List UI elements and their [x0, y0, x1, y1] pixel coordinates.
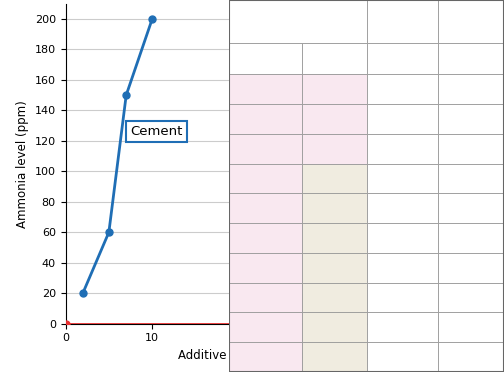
- Bar: [366, 253, 438, 283]
- Bar: [302, 193, 367, 223]
- Text: Additive amount of
solidifiers(wt%): Additive amount of solidifiers(wt%): [253, 12, 343, 31]
- Text: Gypsander: Gypsander: [308, 54, 360, 63]
- Bar: [438, 43, 504, 74]
- Bar: [366, 104, 438, 134]
- Text: 200: 200: [393, 352, 412, 362]
- Text: 6.90: 6.90: [460, 114, 483, 124]
- Bar: [302, 223, 367, 253]
- Text: 8.84: 8.84: [460, 233, 483, 243]
- Bar: [229, 283, 302, 312]
- Bar: [438, 283, 504, 312]
- Bar: [229, 0, 366, 43]
- Bar: [366, 134, 438, 164]
- Text: 20: 20: [328, 352, 341, 362]
- Bar: [302, 312, 367, 342]
- Bar: [438, 342, 504, 372]
- Bar: [229, 104, 302, 134]
- Text: 7.99: 7.99: [460, 174, 483, 183]
- Bar: [366, 223, 438, 253]
- Text: 200: 200: [393, 323, 412, 332]
- Text: 8.51: 8.51: [460, 203, 483, 213]
- Text: 1: 1: [331, 233, 338, 243]
- Text: pH: pH: [465, 17, 477, 26]
- Text: 0: 0: [399, 114, 406, 124]
- Text: Cement: Cement: [131, 125, 183, 138]
- Text: 10: 10: [328, 323, 341, 332]
- Bar: [366, 312, 438, 342]
- X-axis label: Additive amount of solidifiers(wt%): Additive amount of solidifiers(wt%): [178, 349, 386, 362]
- Bar: [366, 342, 438, 372]
- Bar: [229, 164, 302, 193]
- Bar: [438, 253, 504, 283]
- Bar: [302, 283, 367, 312]
- Bar: [302, 104, 367, 134]
- Text: NH₃
generation: NH₃ generation: [376, 12, 428, 31]
- Text: 5: 5: [331, 293, 338, 302]
- Y-axis label: Ammonia level (ppm): Ammonia level (ppm): [16, 100, 29, 228]
- Text: 150: 150: [393, 293, 412, 302]
- Text: Gypsander: Gypsander: [255, 290, 327, 303]
- Text: 7.93: 7.93: [460, 144, 483, 154]
- Bar: [438, 193, 504, 223]
- Text: 24: 24: [396, 203, 409, 213]
- Text: 3: 3: [331, 263, 338, 273]
- Bar: [438, 0, 504, 43]
- Text: 6: 6: [399, 174, 406, 183]
- Bar: [438, 312, 504, 342]
- Text: 50: 50: [259, 144, 272, 154]
- Bar: [229, 193, 302, 223]
- Text: 0: 0: [399, 84, 406, 94]
- Text: 0.1: 0.1: [326, 174, 343, 183]
- Text: 12.63: 12.63: [456, 352, 486, 362]
- Bar: [229, 43, 302, 74]
- Bar: [438, 74, 504, 104]
- Bar: [366, 74, 438, 104]
- Text: 11.37: 11.37: [456, 293, 486, 302]
- Bar: [366, 283, 438, 312]
- Bar: [366, 164, 438, 193]
- Text: 1↓: 1↓: [395, 144, 410, 154]
- Bar: [366, 43, 438, 74]
- Text: 24: 24: [396, 233, 409, 243]
- Bar: [229, 253, 302, 283]
- Bar: [229, 223, 302, 253]
- Bar: [438, 223, 504, 253]
- Bar: [302, 342, 367, 372]
- Bar: [229, 74, 302, 104]
- Bar: [302, 253, 367, 283]
- Text: 6.54: 6.54: [460, 84, 483, 94]
- Bar: [366, 193, 438, 223]
- Bar: [229, 312, 302, 342]
- Bar: [302, 74, 367, 104]
- Bar: [302, 134, 367, 164]
- Bar: [366, 0, 438, 43]
- Text: 20: 20: [259, 114, 272, 124]
- Bar: [229, 134, 302, 164]
- Bar: [302, 164, 367, 193]
- Text: 58: 58: [396, 263, 409, 273]
- Bar: [438, 134, 504, 164]
- Bar: [229, 342, 302, 372]
- Bar: [302, 43, 367, 74]
- Text: 9.97: 9.97: [460, 263, 483, 273]
- Text: 0.5: 0.5: [326, 203, 343, 213]
- Text: Cement-based
solidifier: Cement-based solidifier: [237, 49, 301, 68]
- Text: 11.92: 11.92: [456, 323, 486, 332]
- Bar: [438, 164, 504, 193]
- Bar: [438, 104, 504, 134]
